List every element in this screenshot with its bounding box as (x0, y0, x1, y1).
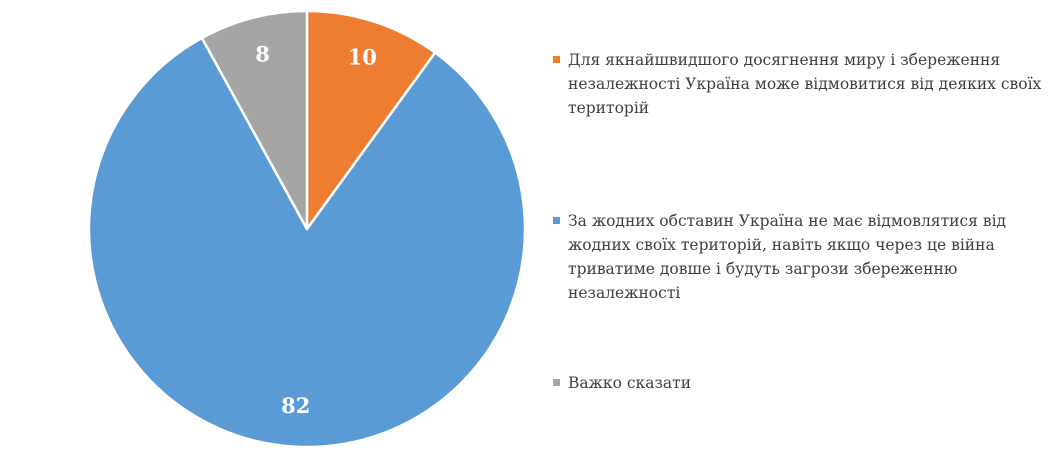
pie-slice-never-cede (87, 36, 527, 449)
legend-marker-never-cede (553, 217, 560, 224)
legend-item-hard-to-say: Важко сказати (553, 371, 1048, 395)
legend-label-cede: Для якнайшвидшого досягнення миру і збер… (568, 51, 1042, 117)
legend: Для якнайшвидшого досягнення миру і збер… (553, 0, 1053, 475)
legend-label-hard-to-say: Важко сказати (568, 374, 692, 392)
pie-slice-hard-to-say (200, 9, 309, 231)
data-label-cede: 10 (348, 44, 377, 69)
legend-item-never-cede: За жодних обставин Україна не має відмов… (553, 209, 1048, 305)
pie-chart: 10 82 8 (87, 9, 527, 449)
data-label-never-cede: 82 (281, 393, 310, 418)
legend-item-cede: Для якнайшвидшого досягнення миру і збер… (553, 48, 1048, 120)
data-label-hard-to-say: 8 (255, 41, 270, 66)
legend-marker-cede (553, 56, 560, 63)
pie-slice-cede (305, 9, 437, 231)
legend-label-never-cede: За жодних обставин Україна не має відмов… (568, 212, 1007, 302)
legend-marker-hard-to-say (553, 379, 560, 386)
